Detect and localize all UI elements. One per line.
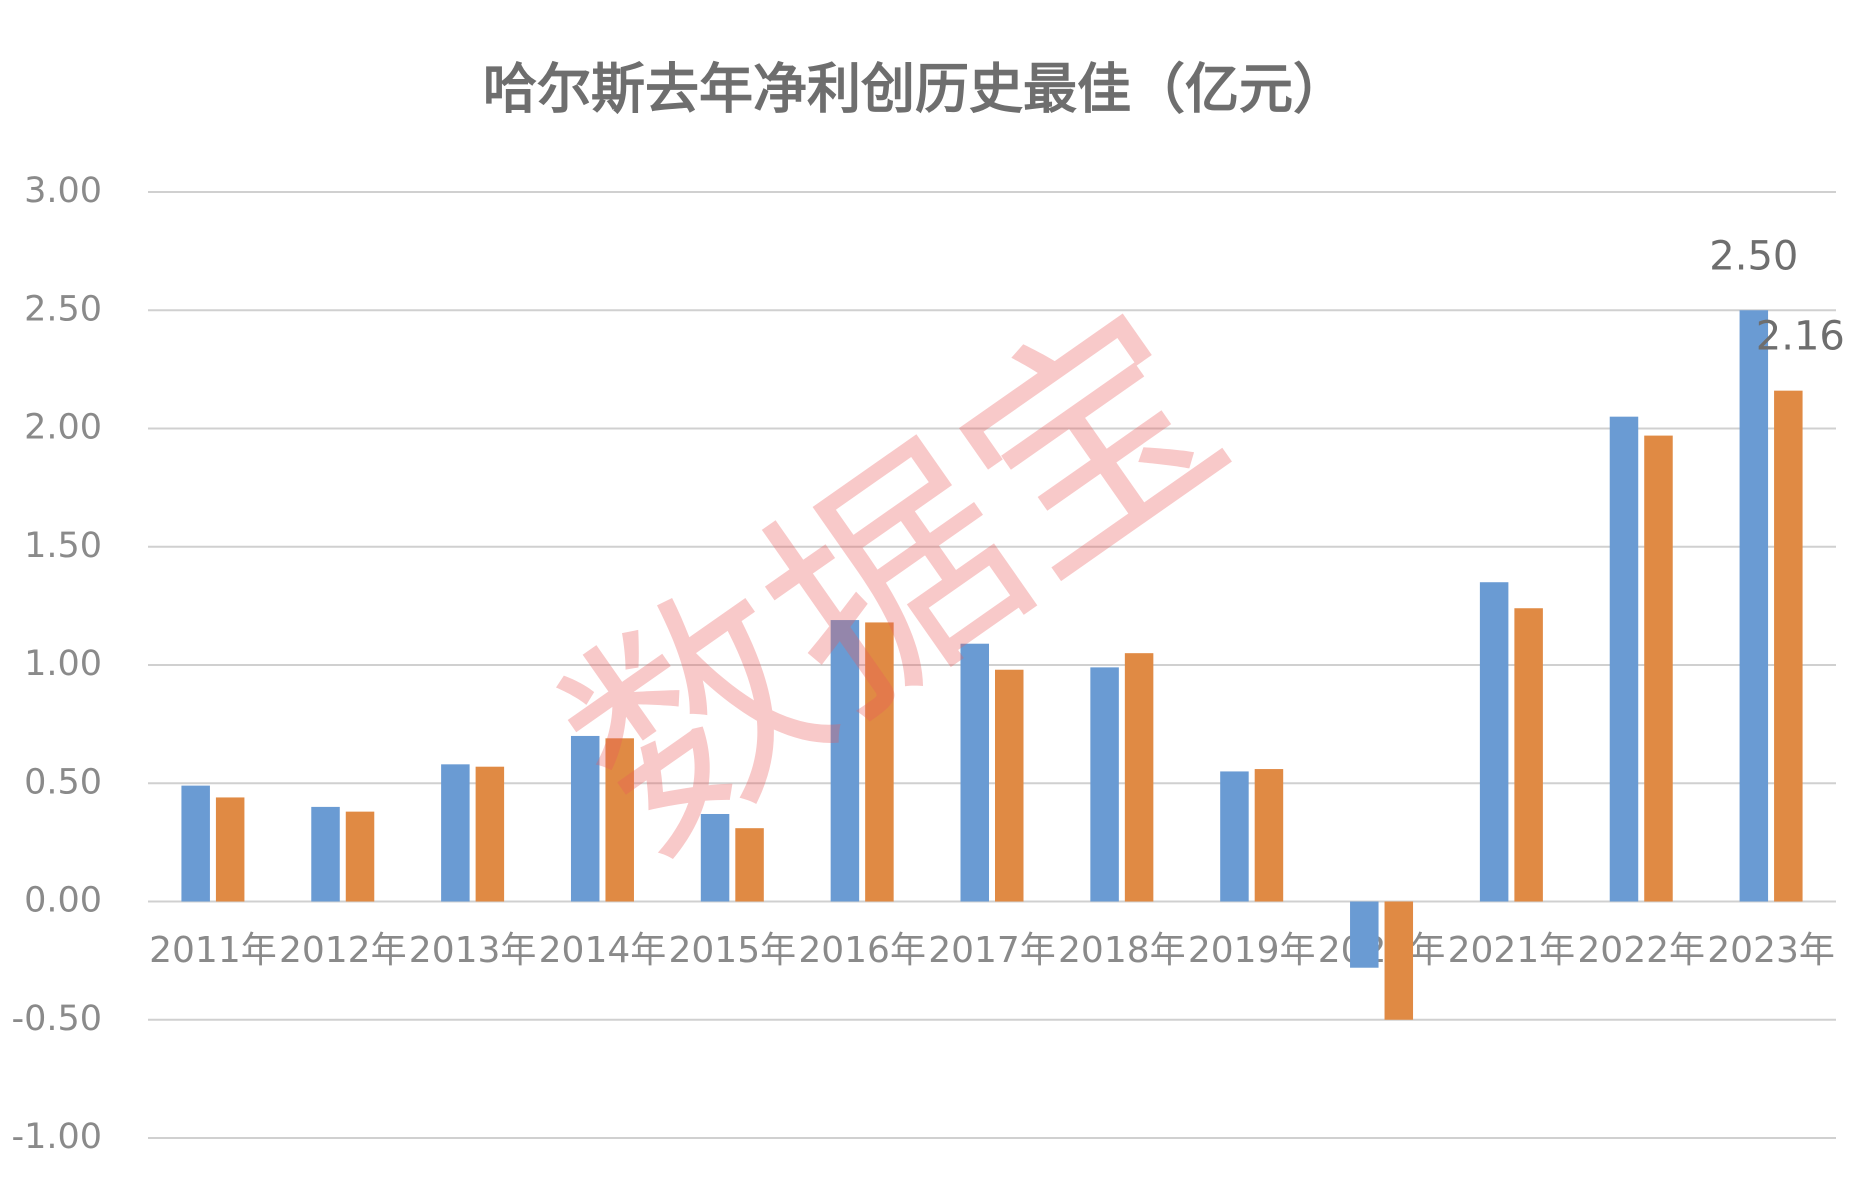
bar <box>1514 608 1543 902</box>
y-tick-label: 1.00 <box>24 644 102 684</box>
x-tick-label: 2011年 <box>149 930 277 971</box>
y-tick-label: 0.50 <box>24 762 102 802</box>
bar <box>311 806 340 902</box>
data-label: 2.50 <box>1709 233 1798 279</box>
bar <box>830 620 860 902</box>
x-tick-label: 2013年 <box>409 930 537 971</box>
chart-title: 哈尔斯去年净利创历史最佳（亿元） <box>483 58 1347 121</box>
bar <box>475 766 505 902</box>
bar <box>1350 901 1379 968</box>
bar <box>181 785 210 902</box>
x-tick-label: 2023年 <box>1707 930 1835 971</box>
bar <box>1220 771 1249 902</box>
y-tick-label: -0.50 <box>11 999 102 1039</box>
x-tick-label: 2014年 <box>539 930 667 971</box>
bar <box>605 738 634 902</box>
x-tick-label: 2022年 <box>1577 930 1705 971</box>
bar <box>1644 435 1673 902</box>
x-tick-label: 2016年 <box>798 930 926 971</box>
bar <box>345 811 375 902</box>
bar <box>995 669 1024 902</box>
bar <box>1739 310 1769 902</box>
bar <box>700 813 730 902</box>
bar <box>1090 667 1119 902</box>
bar <box>735 828 764 902</box>
bar <box>1609 416 1639 902</box>
y-tick-label: 2.00 <box>24 408 102 448</box>
bar <box>865 622 894 902</box>
x-tick-label: 2017年 <box>928 930 1056 971</box>
y-tick-label: 3.00 <box>24 171 102 211</box>
bar <box>215 797 245 902</box>
y-tick-label: 1.50 <box>24 526 102 566</box>
bar <box>1254 769 1284 902</box>
bar <box>441 764 470 902</box>
x-tick-label: 2021年 <box>1448 930 1576 971</box>
x-tick-label: 2020年 <box>1318 930 1446 971</box>
bar <box>1774 390 1803 902</box>
x-tick-label: 2018年 <box>1058 930 1186 971</box>
bar <box>1124 653 1154 902</box>
bar <box>1384 901 1414 1020</box>
bar <box>570 735 600 902</box>
y-tick-label: 0.00 <box>24 881 102 921</box>
data-label: 2.16 <box>1756 314 1845 360</box>
x-tick-label: 2012年 <box>279 930 407 971</box>
y-tick-label: -1.00 <box>11 1117 102 1157</box>
bar <box>1479 582 1509 902</box>
x-tick-label: 2015年 <box>668 930 796 971</box>
y-tick-label: 2.50 <box>24 289 102 329</box>
bar <box>960 643 989 902</box>
x-tick-label: 2019年 <box>1188 930 1316 971</box>
